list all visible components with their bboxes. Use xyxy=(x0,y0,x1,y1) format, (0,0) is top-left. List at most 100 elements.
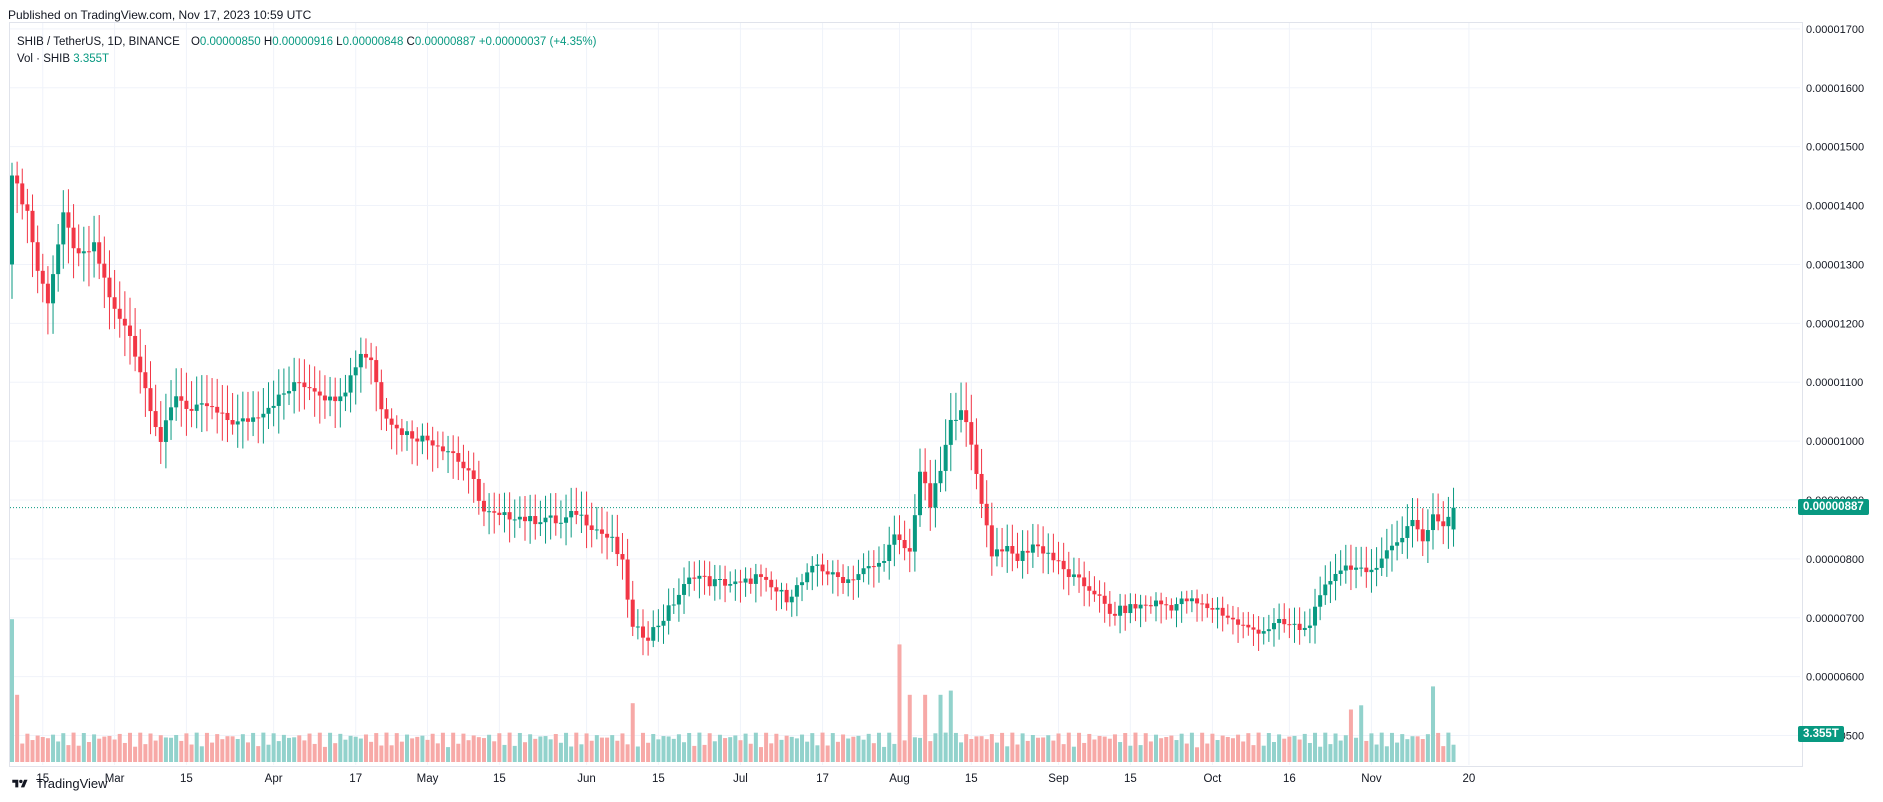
volume-bar xyxy=(194,732,199,762)
volume-bar xyxy=(569,746,574,762)
candle-body xyxy=(1287,624,1292,626)
candle-body xyxy=(45,283,50,304)
volume-bar xyxy=(71,732,76,762)
candle-body xyxy=(717,579,722,581)
candle-body xyxy=(579,514,584,516)
volume-bar xyxy=(846,738,851,762)
candle-body xyxy=(1400,537,1405,543)
volume-bar xyxy=(292,737,297,762)
symbol-label[interactable]: SHIB / TetherUS, 1D, BINANCE xyxy=(17,36,180,48)
volume-bar xyxy=(1184,743,1189,762)
candle-body xyxy=(661,620,666,626)
volume-bar xyxy=(1282,738,1287,762)
volume-bar xyxy=(1389,732,1394,762)
low-label: L xyxy=(336,36,343,48)
volume-bar xyxy=(1041,737,1046,762)
candle-body xyxy=(1446,516,1451,527)
x-tick-label: 17 xyxy=(816,773,829,785)
volume-bar xyxy=(610,735,615,762)
volume-bar xyxy=(953,732,958,762)
volume-bar xyxy=(307,733,312,762)
candle-body xyxy=(1431,514,1436,531)
candle-body xyxy=(758,574,763,577)
volume-bar xyxy=(343,739,348,762)
volume-bar xyxy=(133,746,138,762)
volume-bar xyxy=(1410,736,1415,762)
x-tick-label: 20 xyxy=(1463,773,1476,785)
candle-body xyxy=(312,388,317,392)
candle-body xyxy=(112,297,117,309)
volume-bar xyxy=(933,733,938,762)
candle-body xyxy=(1097,594,1102,596)
candle-body xyxy=(589,525,594,530)
volume-bar xyxy=(20,743,25,762)
candle-body xyxy=(502,512,507,516)
candle-body xyxy=(1020,550,1025,561)
candle-body xyxy=(1282,618,1287,625)
x-tick-label: 17 xyxy=(349,773,362,785)
x-tick-label: Nov xyxy=(1361,773,1382,785)
candle-body xyxy=(933,483,938,508)
x-tick-label: Apr xyxy=(265,773,283,785)
candle-body xyxy=(1328,581,1333,585)
volume-bar xyxy=(1277,734,1282,762)
change-value: +0.00000037 (+4.35%) xyxy=(478,36,597,48)
candle-body xyxy=(923,471,928,484)
volume-bar xyxy=(276,741,281,762)
volume-bar xyxy=(753,732,758,762)
volume-bar xyxy=(553,734,558,762)
volume-bar xyxy=(353,736,358,762)
candle-body xyxy=(487,511,492,513)
volume-bar xyxy=(517,732,522,762)
candle-body xyxy=(846,579,851,583)
candle-body xyxy=(707,576,712,587)
volume-bar xyxy=(897,644,902,762)
candle-body xyxy=(51,274,56,304)
x-tick-label: 16 xyxy=(1283,773,1296,785)
candle-body xyxy=(728,584,733,586)
candle-body xyxy=(235,421,240,425)
candle-body xyxy=(384,409,389,419)
volume-bar xyxy=(328,732,333,762)
volume-bar xyxy=(1261,745,1266,762)
volume-bar xyxy=(245,742,250,762)
candle-body xyxy=(907,548,912,552)
volume-bar xyxy=(1313,732,1318,762)
volume-bar xyxy=(348,735,353,762)
candle-body xyxy=(1405,526,1410,538)
candle-body xyxy=(399,428,404,435)
volume-bar xyxy=(1225,737,1230,762)
candle-body xyxy=(507,512,512,520)
chart-frame[interactable] xyxy=(9,22,1803,767)
volume-bar xyxy=(825,745,830,762)
candle-body xyxy=(374,360,379,383)
volume-bar xyxy=(712,741,717,762)
candle-body xyxy=(753,574,758,584)
volume-bar xyxy=(1179,733,1184,762)
candle-body xyxy=(1169,605,1174,611)
footer-brand[interactable]: TradingView xyxy=(9,776,108,791)
candle-body xyxy=(1215,607,1220,610)
candle-body xyxy=(1071,574,1076,578)
volume-bar xyxy=(512,745,517,762)
candles xyxy=(10,161,1456,656)
candle-body xyxy=(876,562,881,567)
candle-body xyxy=(743,578,748,583)
volume-bar xyxy=(671,738,676,762)
volume-bar xyxy=(558,742,563,762)
volume-bar xyxy=(528,734,533,762)
candle-body xyxy=(133,335,138,357)
volume-bar xyxy=(271,733,276,762)
volume-bar xyxy=(153,740,158,762)
candle-body xyxy=(420,435,425,442)
volume-bar xyxy=(199,746,204,762)
volume-label[interactable]: Vol · SHIB xyxy=(17,53,71,65)
volume-bar xyxy=(446,747,451,762)
candle-body xyxy=(256,417,261,419)
volume-bar xyxy=(1338,740,1343,762)
volume-bar xyxy=(1020,733,1025,762)
volume-bar xyxy=(805,741,810,762)
candle-body xyxy=(1313,606,1318,626)
volume-bar xyxy=(312,743,317,762)
